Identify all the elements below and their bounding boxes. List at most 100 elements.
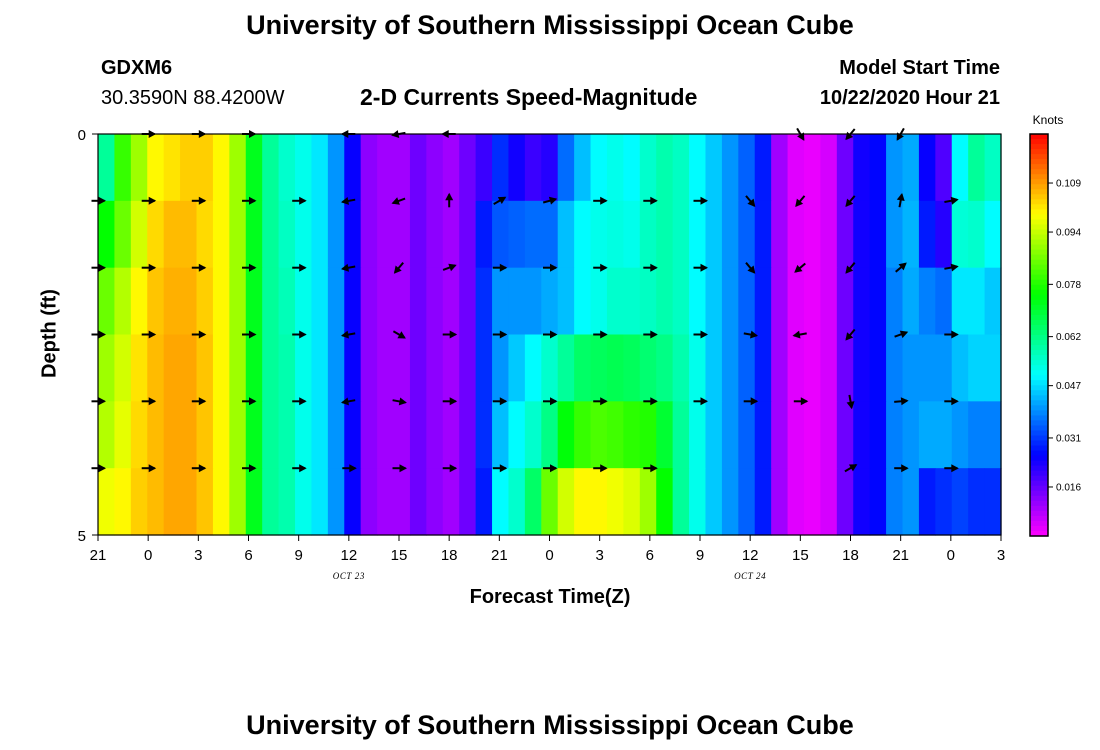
heatmap-cell: [98, 134, 116, 202]
colorbar-swatch: [1030, 525, 1048, 532]
current-direction-arrow: [793, 397, 809, 406]
x-tick-label: 3: [595, 547, 603, 564]
heatmap-cell: [853, 334, 871, 402]
heatmap-cell: [705, 468, 723, 536]
heatmap-cell: [557, 134, 575, 202]
current-direction-arrow: [845, 262, 856, 274]
heatmap-cell: [886, 401, 904, 469]
current-direction-arrow: [292, 397, 307, 406]
heatmap-cell: [524, 334, 542, 402]
heatmap-cell: [344, 267, 362, 336]
heatmap-cell: [738, 134, 756, 202]
station-id: GDXM6: [101, 57, 173, 79]
heatmap-cell: [114, 134, 132, 202]
colorbar-swatch: [1030, 189, 1048, 195]
colorbar-swatch: [1030, 415, 1048, 422]
heatmap-cell: [803, 134, 821, 202]
heatmap-cell: [820, 267, 838, 336]
heatmap-cell: [968, 401, 986, 469]
heatmap-cell: [689, 267, 707, 336]
heatmap-cell: [869, 468, 887, 536]
heatmap-cell: [459, 267, 477, 336]
heatmap-cell: [492, 200, 510, 269]
heatmap-cell: [935, 200, 953, 269]
heatmap-cell: [278, 267, 296, 336]
heatmap-cell: [130, 200, 148, 269]
heatmap-cell: [754, 134, 772, 202]
heatmap-cell: [557, 200, 575, 269]
heatmap-cell: [212, 200, 230, 269]
current-direction-arrow: [141, 397, 157, 406]
current-direction-arrow: [442, 330, 458, 339]
heatmap-cell: [886, 334, 904, 402]
current-direction-arrow: [292, 196, 307, 205]
heatmap-cell: [721, 334, 739, 402]
colorbar-swatch: [1030, 435, 1048, 442]
colorbar-swatch: [1030, 530, 1048, 537]
heatmap-cell: [98, 267, 116, 336]
heatmap-cell: [426, 134, 444, 202]
heatmap-cell: [606, 401, 624, 469]
heatmap-cell: [672, 267, 690, 336]
heatmap-cell: [426, 200, 444, 269]
heatmap-cell: [705, 334, 723, 402]
colorbar-swatch: [1030, 485, 1048, 492]
heatmap-cell: [442, 134, 460, 202]
current-direction-arrow: [743, 397, 759, 406]
heatmap-cell: [771, 200, 789, 269]
heatmap-cell: [229, 334, 247, 402]
heatmap-cell: [574, 200, 592, 269]
heatmap-cell: [229, 267, 247, 336]
colorbar-swatch: [1030, 365, 1048, 371]
colorbar-swatch: [1030, 304, 1048, 311]
heatmap-cell: [163, 267, 181, 336]
heatmap-cell: [721, 468, 739, 536]
colorbar-swatch: [1030, 470, 1048, 477]
current-direction-arrow: [141, 196, 157, 205]
heatmap-cell: [820, 401, 838, 469]
current-direction-arrow: [693, 397, 708, 406]
heatmap-cell: [820, 200, 838, 269]
heatmap-cell: [738, 334, 756, 402]
heatmap-cell: [508, 334, 526, 402]
current-direction-arrow: [391, 197, 406, 205]
heatmap-cell: [886, 468, 904, 536]
heatmap-cell: [508, 200, 526, 269]
heatmap-cell: [130, 134, 148, 202]
heatmap-cell: [426, 468, 444, 536]
heatmap-cell: [590, 200, 608, 269]
heatmap-cell: [475, 334, 493, 402]
colorbar-tick-label: 0.109: [1056, 179, 1081, 190]
heatmap-cell: [656, 334, 674, 402]
heatmap-cell: [705, 134, 723, 202]
colorbar-swatch: [1030, 234, 1048, 241]
current-direction-arrow: [944, 330, 959, 339]
heatmap-cell: [771, 401, 789, 469]
page-title-bottom: University of Southern Mississippi Ocean…: [246, 710, 854, 740]
heatmap-cell: [935, 267, 953, 336]
heatmap-cell: [918, 267, 936, 336]
heatmap-cell: [229, 468, 247, 536]
heatmap-cell: [295, 200, 313, 269]
heatmap-cell: [803, 267, 821, 336]
heatmap-cell: [524, 401, 542, 469]
heatmap-cell: [623, 134, 641, 202]
current-direction-arrow: [341, 397, 356, 406]
heatmap-cell: [409, 401, 427, 469]
heatmap-cell: [754, 401, 772, 469]
heatmap-cell: [541, 134, 559, 202]
heatmap-cell: [968, 334, 986, 402]
heatmap-cell: [656, 401, 674, 469]
colorbar-swatch: [1030, 395, 1048, 401]
heatmap-cell: [360, 134, 378, 202]
heatmap-cell: [705, 267, 723, 336]
heatmap-cell: [935, 134, 953, 202]
heatmap-cell: [918, 200, 936, 269]
heatmap-cell: [984, 468, 1002, 536]
heatmap-cell: [180, 468, 198, 536]
colorbar-tick-label: 0.062: [1056, 332, 1081, 343]
heatmap-cell: [721, 134, 739, 202]
current-direction-arrow: [593, 263, 608, 272]
heatmap-cell: [606, 267, 624, 336]
